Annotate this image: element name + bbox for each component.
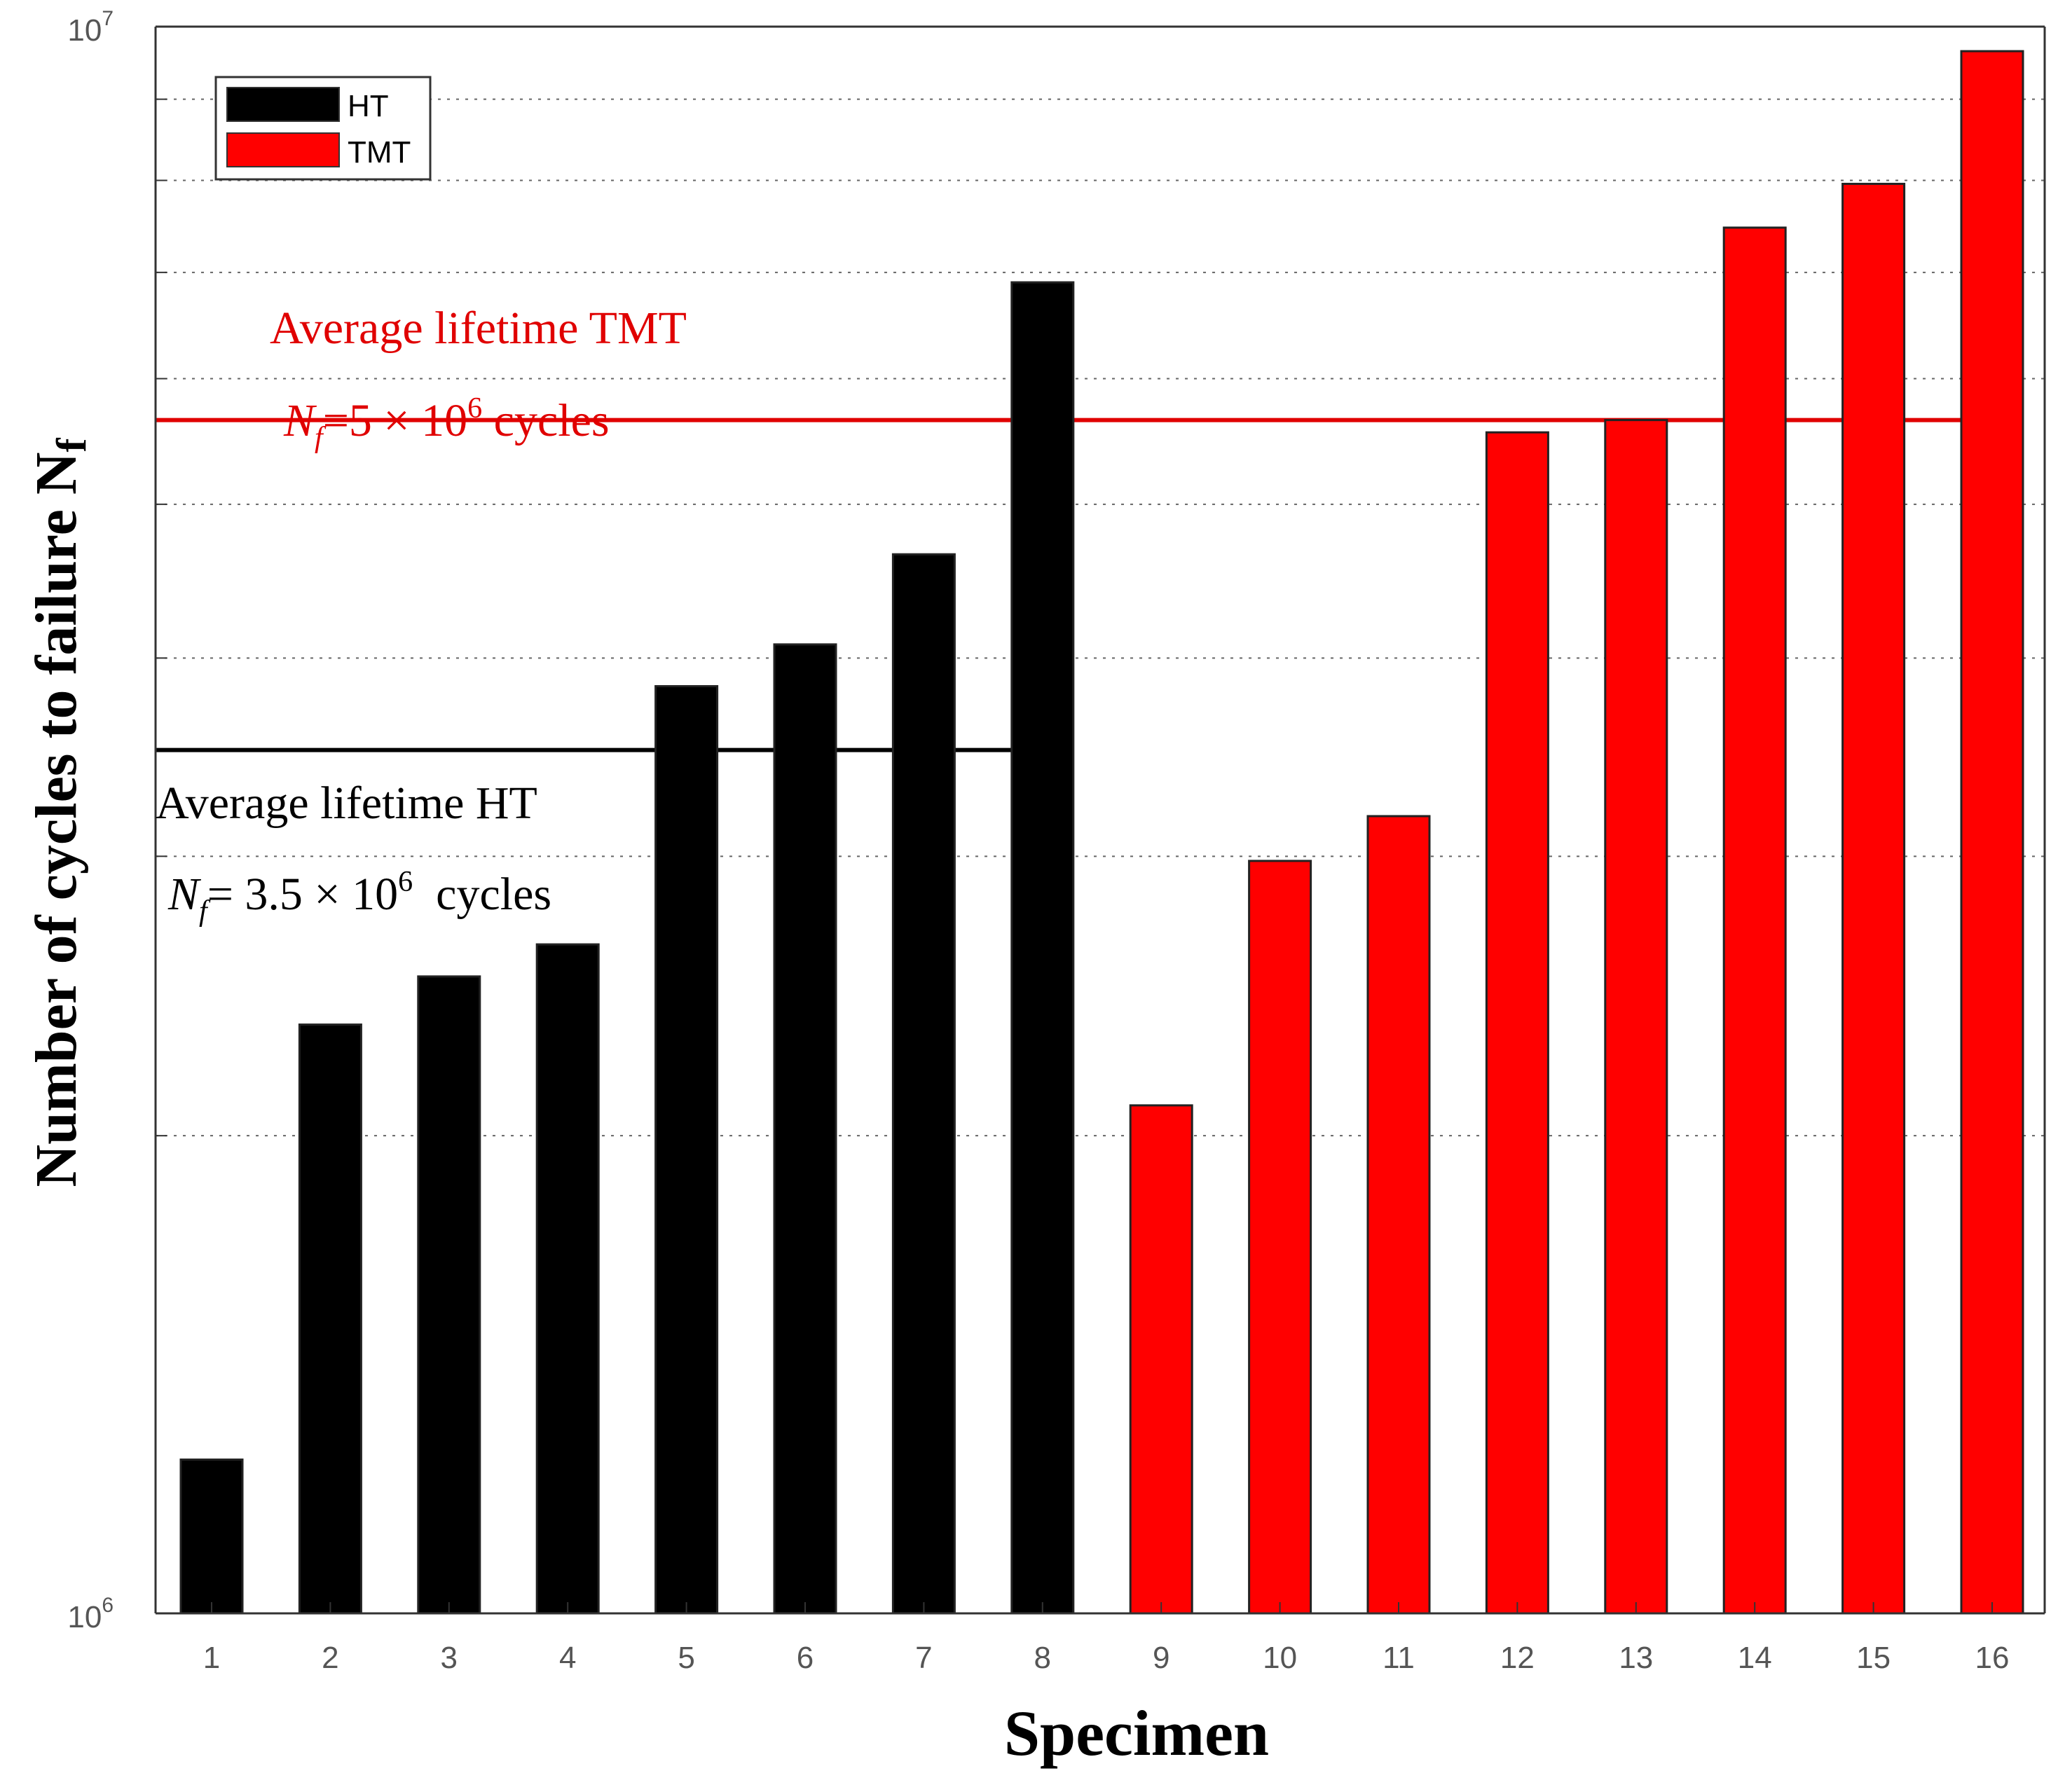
bar-tmt-16: [1960, 50, 2024, 1615]
bar-ht-6: [773, 643, 837, 1615]
x-tick-label: 2: [322, 1641, 338, 1675]
bar-ht-2: [298, 1023, 362, 1615]
x-tick-label: 10: [1263, 1641, 1297, 1675]
x-tick-label: 7: [915, 1641, 932, 1675]
bar-tmt-15: [1841, 182, 1906, 1615]
bar-tmt-13: [1604, 419, 1668, 1615]
bar-tmt-12: [1485, 431, 1549, 1615]
y-axis-label-main: Number of cycles to failure N: [24, 452, 89, 1187]
annotation-ht-prefix: = 3.5 × 10: [207, 869, 398, 920]
annotation-ht-symbol: N: [167, 869, 202, 920]
x-ticks: 1 2 3 4 5 6 7 8 9 10 11 12 13 14 15 16: [203, 1602, 2010, 1675]
x-tick-label: 5: [678, 1641, 694, 1675]
x-tick-label: 16: [1975, 1641, 2010, 1675]
bar-ht-8: [1010, 281, 1075, 1615]
legend-label-tmt: TMT: [348, 135, 411, 170]
x-tick-label: 8: [1034, 1641, 1051, 1675]
x-tick-label: 15: [1856, 1641, 1891, 1675]
x-tick-label: 9: [1153, 1641, 1169, 1675]
annotation-tmt-title: Average lifetime TMT: [270, 303, 687, 354]
legend-swatch-ht: [226, 87, 340, 122]
annotation-ht-title: Average lifetime HT: [156, 778, 537, 829]
legend-swatch-tmt: [226, 132, 340, 167]
legend-label-ht: HT: [348, 89, 389, 123]
bar-ht-3: [417, 975, 481, 1615]
bar-tmt-9: [1129, 1104, 1193, 1615]
x-tick-label: 6: [797, 1641, 814, 1675]
annotation-tmt-exp: 6: [467, 392, 482, 425]
bar-ht-4: [535, 943, 600, 1615]
y-axis-label-sub: f: [48, 437, 95, 452]
annotation-tmt-suffix: cycles: [482, 395, 609, 446]
y-ticks: 106 107: [67, 7, 175, 1634]
bar-tmt-10: [1248, 860, 1312, 1615]
bar-tmt-14: [1722, 226, 1787, 1615]
annotation-ht-value: Nf= 3.5 × 106 cycles: [167, 866, 551, 928]
x-tick-label: 12: [1500, 1641, 1535, 1675]
x-tick-label: 3: [441, 1641, 458, 1675]
bar-tmt-11: [1366, 815, 1431, 1615]
x-tick-label: 1: [203, 1641, 220, 1675]
annotation-tmt-value: Nf=5 × 106 cycles: [283, 392, 610, 454]
x-tick-label: 11: [1383, 1641, 1415, 1675]
y-tick-label: 106: [67, 1594, 114, 1634]
grid-lines: [156, 98, 2045, 1137]
legend: HT TMT: [214, 76, 432, 181]
annotation-tmt-symbol: N: [283, 395, 317, 446]
annotation-tmt-prefix: =5 × 10: [323, 395, 467, 446]
bar-ht-1: [179, 1458, 244, 1615]
x-axis-label: Specimen: [1004, 1697, 1269, 1769]
x-tick-label: 4: [559, 1641, 576, 1675]
x-tick-label: 14: [1738, 1641, 1772, 1675]
bar-ht-7: [891, 553, 956, 1615]
annotation-ht: Average lifetime HT Nf= 3.5 × 106 cycles: [156, 778, 551, 928]
x-tick-label: 13: [1619, 1641, 1653, 1675]
annotation-ht-exp: 6: [398, 866, 413, 898]
axes: [154, 25, 2046, 1615]
bars: [179, 50, 2024, 1615]
bar-ht-5: [654, 684, 719, 1615]
annotation-tmt: Average lifetime TMT Nf=5 × 106 cycles: [270, 303, 687, 454]
annotation-ht-suffix: cycles: [413, 869, 551, 920]
y-axis-label: Number of cycles to failure Nf: [24, 437, 95, 1187]
y-tick-label: 107: [67, 7, 114, 48]
